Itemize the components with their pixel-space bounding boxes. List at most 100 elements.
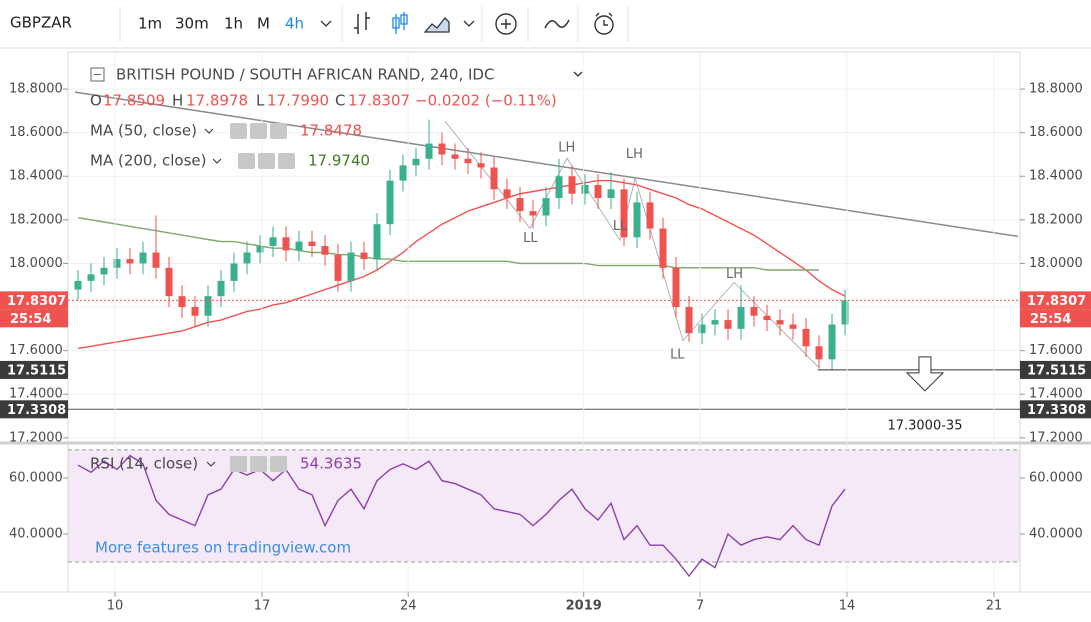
- legend-button[interactable]: [278, 153, 295, 169]
- candle-body: [126, 259, 134, 264]
- rsi-band: [68, 449, 1020, 563]
- dropdown-icon[interactable]: [463, 20, 475, 27]
- legend-button[interactable]: [230, 456, 247, 472]
- dropdown-icon[interactable]: [212, 158, 222, 164]
- countdown-label: 25:54: [1030, 312, 1071, 327]
- legend-button[interactable]: [238, 153, 255, 169]
- drawn-line: [444, 120, 821, 369]
- candle-body: [672, 267, 680, 308]
- candle-body: [100, 267, 108, 275]
- candle-body: [217, 280, 225, 297]
- candle-body: [139, 252, 147, 264]
- ohlc-label: C: [335, 92, 345, 110]
- interval[interactable]: 30m: [175, 15, 209, 33]
- candles-icon[interactable]: [392, 12, 408, 34]
- dropdown-icon[interactable]: [204, 128, 214, 134]
- y-tick-label: 60.0000: [9, 470, 63, 485]
- candle-body: [477, 163, 485, 168]
- legend-series: MA (50, close): [90, 122, 197, 140]
- legend-series: RSI (14, close): [90, 455, 198, 473]
- candle-body: [633, 202, 641, 238]
- candle-body: [373, 224, 381, 260]
- drawn-line: [74, 91, 1019, 238]
- dropdown-icon[interactable]: [573, 71, 583, 77]
- legend-button[interactable]: [250, 123, 267, 139]
- x-tick-label: 17: [254, 599, 271, 614]
- candle-body: [607, 189, 615, 199]
- price-tag-label: 17.5115: [7, 363, 66, 378]
- candle-body: [295, 241, 303, 251]
- candle-body: [308, 241, 316, 246]
- area-icon[interactable]: [423, 17, 450, 33]
- symbol[interactable]: GBPZAR: [10, 14, 72, 32]
- y-tick-label: 18.0000: [1029, 256, 1083, 271]
- candle-body: [503, 189, 511, 199]
- x-tick-label: 21: [986, 599, 1003, 614]
- candle-body: [659, 228, 667, 268]
- candle-body: [490, 167, 498, 190]
- collapse-icon[interactable]: [90, 67, 105, 82]
- target-label: 17.3000-35: [887, 418, 962, 433]
- x-tick-label: 10: [107, 599, 124, 614]
- candle-body: [87, 274, 95, 281]
- toolbar: [0, 0, 1091, 48]
- candle-body: [334, 254, 342, 281]
- legend-button[interactable]: [270, 456, 287, 472]
- legend-button[interactable]: [250, 456, 267, 472]
- candle-body: [386, 180, 394, 225]
- y-tick-label: 18.2000: [9, 212, 63, 227]
- y-tick-label: 17.2000: [9, 430, 63, 445]
- candle-body: [646, 202, 654, 229]
- candle-body: [282, 237, 290, 251]
- interval[interactable]: 1m: [138, 15, 162, 33]
- candle-body: [737, 307, 745, 329]
- y-tick-label: 18.4000: [1029, 169, 1083, 184]
- legend-button[interactable]: [270, 123, 287, 139]
- price-tag-label: 17.3308: [1027, 403, 1086, 418]
- candle-body: [230, 263, 238, 281]
- price-tag-label: 17.5115: [1027, 363, 1086, 378]
- pattern-label: LH: [558, 140, 575, 155]
- interval[interactable]: M: [257, 15, 270, 33]
- candle-body: [191, 307, 199, 316]
- plot: 17.2000 17.2000 17.4000 17.4000 17.6000 17.60…: [0, 52, 1091, 614]
- legend-title: BRITISH POUND / SOUTH AFRICAN RAND, 240,…: [116, 66, 494, 84]
- candle-body: [724, 320, 732, 329]
- candle-body: [594, 184, 602, 199]
- interval[interactable]: 1h: [224, 15, 243, 33]
- series-line: [77, 454, 846, 578]
- compare-icon[interactable]: [495, 13, 517, 35]
- candle-body: [152, 252, 160, 268]
- candle-body: [178, 296, 186, 308]
- indicators-icon[interactable]: [544, 19, 570, 29]
- y-tick-label: 17.6000: [9, 343, 63, 358]
- candle-body: [347, 252, 355, 281]
- ohlc-label: L: [256, 92, 265, 110]
- countdown-tag: [0, 309, 68, 328]
- candle-body: [321, 246, 329, 255]
- y-tick-label: 17.2000: [1029, 430, 1083, 445]
- bars-icon[interactable]: [354, 12, 370, 34]
- series-line: [77, 179, 846, 350]
- ohlc-label: O: [90, 92, 102, 110]
- legend-button[interactable]: [230, 123, 247, 139]
- price-tag: [0, 291, 68, 310]
- y-tick-label: 60.0000: [1029, 470, 1083, 485]
- alert-icon[interactable]: [594, 15, 614, 35]
- candle-body: [581, 184, 589, 194]
- legend-button[interactable]: [258, 153, 275, 169]
- series-line: [77, 217, 819, 271]
- compare-icon-plus: [501, 19, 511, 29]
- dropdown-icon[interactable]: [206, 461, 216, 467]
- candle-body: [399, 165, 407, 181]
- candle-body: [555, 176, 563, 199]
- candle-body: [776, 320, 784, 325]
- candle-body: [451, 154, 459, 159]
- watermark[interactable]: More features on tradingview.com: [95, 539, 351, 557]
- interval[interactable]: 4h: [285, 15, 304, 33]
- candle-body: [815, 346, 823, 360]
- candle-body: [204, 296, 212, 316]
- candle-body: [256, 246, 264, 253]
- dropdown-icon[interactable]: [320, 20, 332, 27]
